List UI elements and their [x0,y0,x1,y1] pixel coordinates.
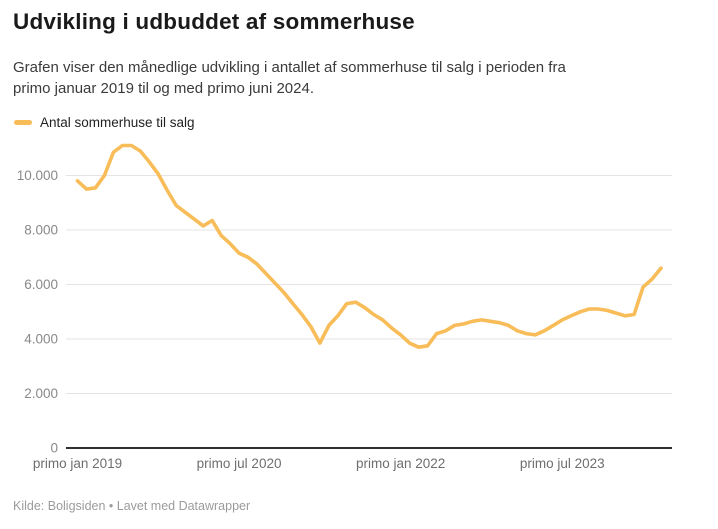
y-axis-tick-label: 8.000 [24,223,58,238]
y-axis-tick-label: 2.000 [24,386,58,401]
series-line-antal-sommerhuse[interactable] [75,143,663,349]
legend: Antal sommerhuse til salg [14,115,195,130]
chart-description-line1: Grafen viser den månedlige udvikling i a… [13,59,566,76]
legend-line-swatch [14,120,32,125]
legend-label: Antal sommerhuse til salg [40,115,195,130]
y-axis-tick-label: 0 [50,441,58,456]
chart-description-line2: primo januar 2019 til og med primo juni … [13,80,315,97]
x-axis-tick-label: primo jul 2020 [197,456,282,471]
y-axis-tick-label: 6.000 [24,277,58,292]
x-axis-tick-label: primo jan 2019 [33,456,122,471]
x-axis-tick-label: primo jul 2023 [520,456,605,471]
page-title: Udvikling i udbuddet af sommerhuse [13,9,415,34]
x-axis-tick-label: primo jan 2022 [356,456,445,471]
chart-canvas[interactable]: 0 2.000 4.000 6.000 8.000 10.000 primo jan 201… [0,140,718,485]
chart-description: Grafen viser den månedlige udvikling i a… [13,57,713,99]
y-axis-tick-label: 10.000 [17,168,58,183]
y-axis-tick-label: 4.000 [24,332,58,347]
source-attribution: Kilde: Boligsiden • Lavet med Datawrappe… [13,499,251,513]
